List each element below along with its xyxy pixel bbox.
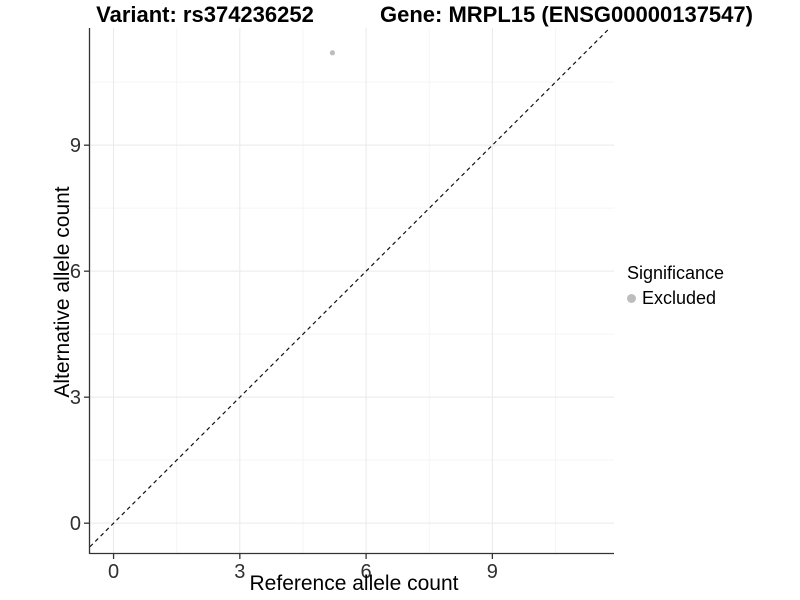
y-tick-label: 0 [70,513,81,535]
y-tick-label: 9 [70,135,81,157]
data-point [329,50,336,56]
x-tick-label: 9 [487,561,498,583]
x-tick-label: 6 [361,561,372,583]
x-tick-label: 0 [108,561,119,583]
x-tick-label: 3 [234,561,245,583]
legend-title: Significance [627,263,725,283]
y-tick-label: 6 [70,261,81,283]
legend-item-excluded: Excluded [627,288,724,309]
y-axis-title: Alternative allele count [51,186,74,398]
gene-title: Gene: MRPL15 (ENSG00000137547) [380,2,753,27]
identity-line [89,27,611,548]
legend: Significance Excluded [627,263,724,309]
y-tick-label: 3 [70,387,81,409]
x-axis-title: Reference allele count [249,572,459,595]
legend-item-label: Excluded [642,287,717,308]
variant-title: Variant: rs374236252 [96,2,314,27]
excluded-point-icon [627,293,636,303]
